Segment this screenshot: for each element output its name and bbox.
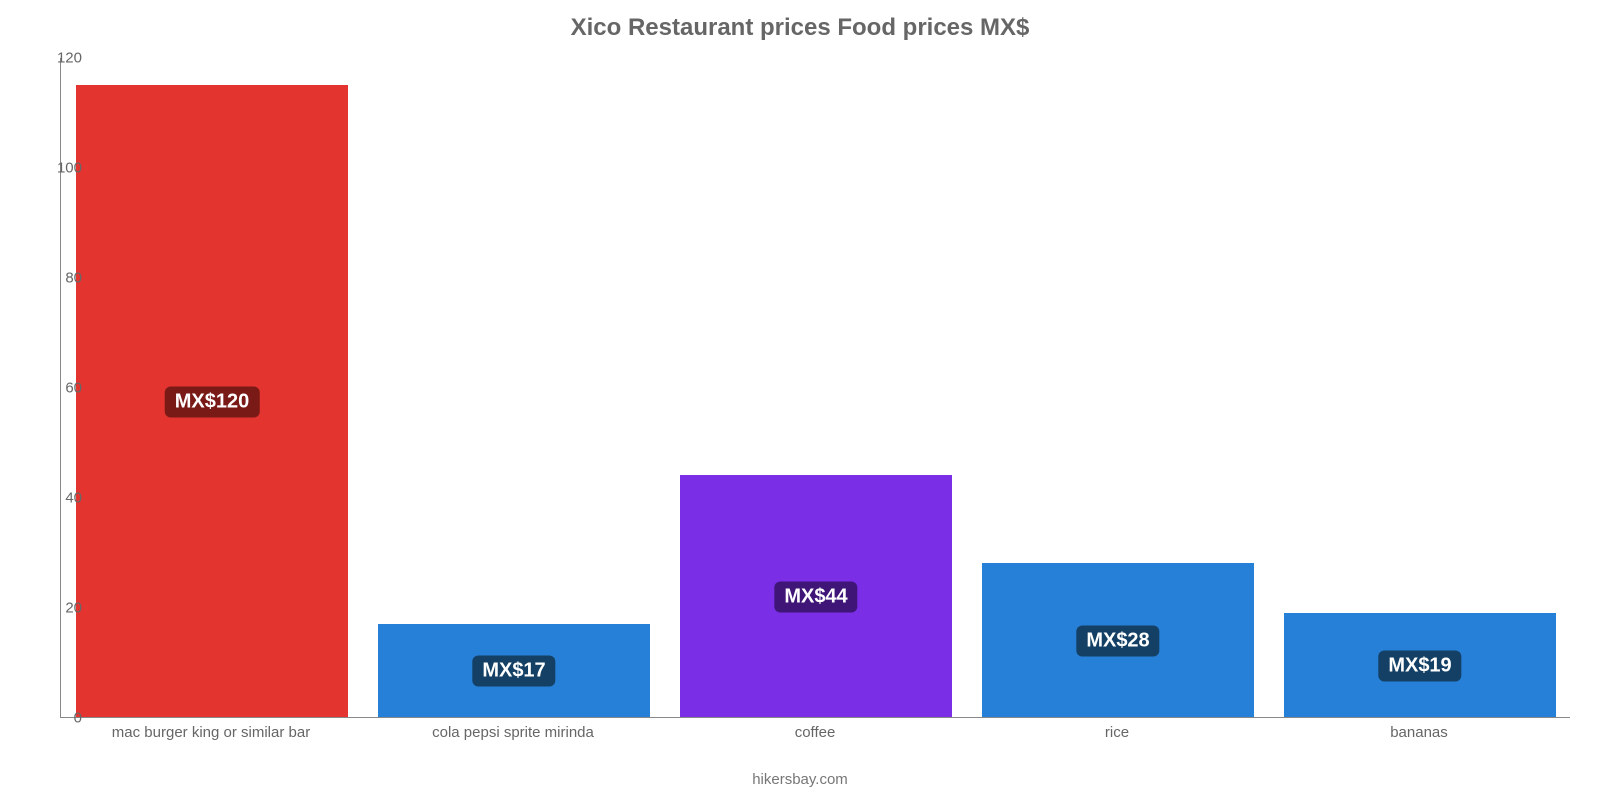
- y-tick: 120: [42, 50, 82, 67]
- y-tick: 20: [42, 600, 82, 617]
- x-category-label: rice: [1105, 724, 1129, 741]
- bar-value-label: MX$19: [1378, 650, 1461, 681]
- bar-value-label: MX$28: [1076, 626, 1159, 657]
- y-tick: 60: [42, 380, 82, 397]
- source-text: hikersbay.com: [0, 771, 1600, 788]
- chart-title: Xico Restaurant prices Food prices MX$: [0, 14, 1600, 42]
- y-tick: 80: [42, 270, 82, 287]
- y-tick: 100: [42, 160, 82, 177]
- bars-layer: MX$120 MX$17 MX$44 MX$28 MX$19: [61, 58, 1570, 717]
- y-tick: 40: [42, 490, 82, 507]
- x-category-label: bananas: [1390, 724, 1448, 741]
- bar-value-label: MX$120: [165, 386, 260, 417]
- plot-area: MX$120 MX$17 MX$44 MX$28 MX$19: [60, 58, 1570, 718]
- x-category-label: mac burger king or similar bar: [112, 724, 310, 741]
- chart-container: Xico Restaurant prices Food prices MX$ M…: [0, 0, 1600, 800]
- y-tick: 0: [42, 710, 82, 727]
- x-category-label: coffee: [795, 724, 836, 741]
- x-category-label: cola pepsi sprite mirinda: [432, 724, 594, 741]
- bar-value-label: MX$17: [472, 656, 555, 687]
- bar-value-label: MX$44: [774, 582, 857, 613]
